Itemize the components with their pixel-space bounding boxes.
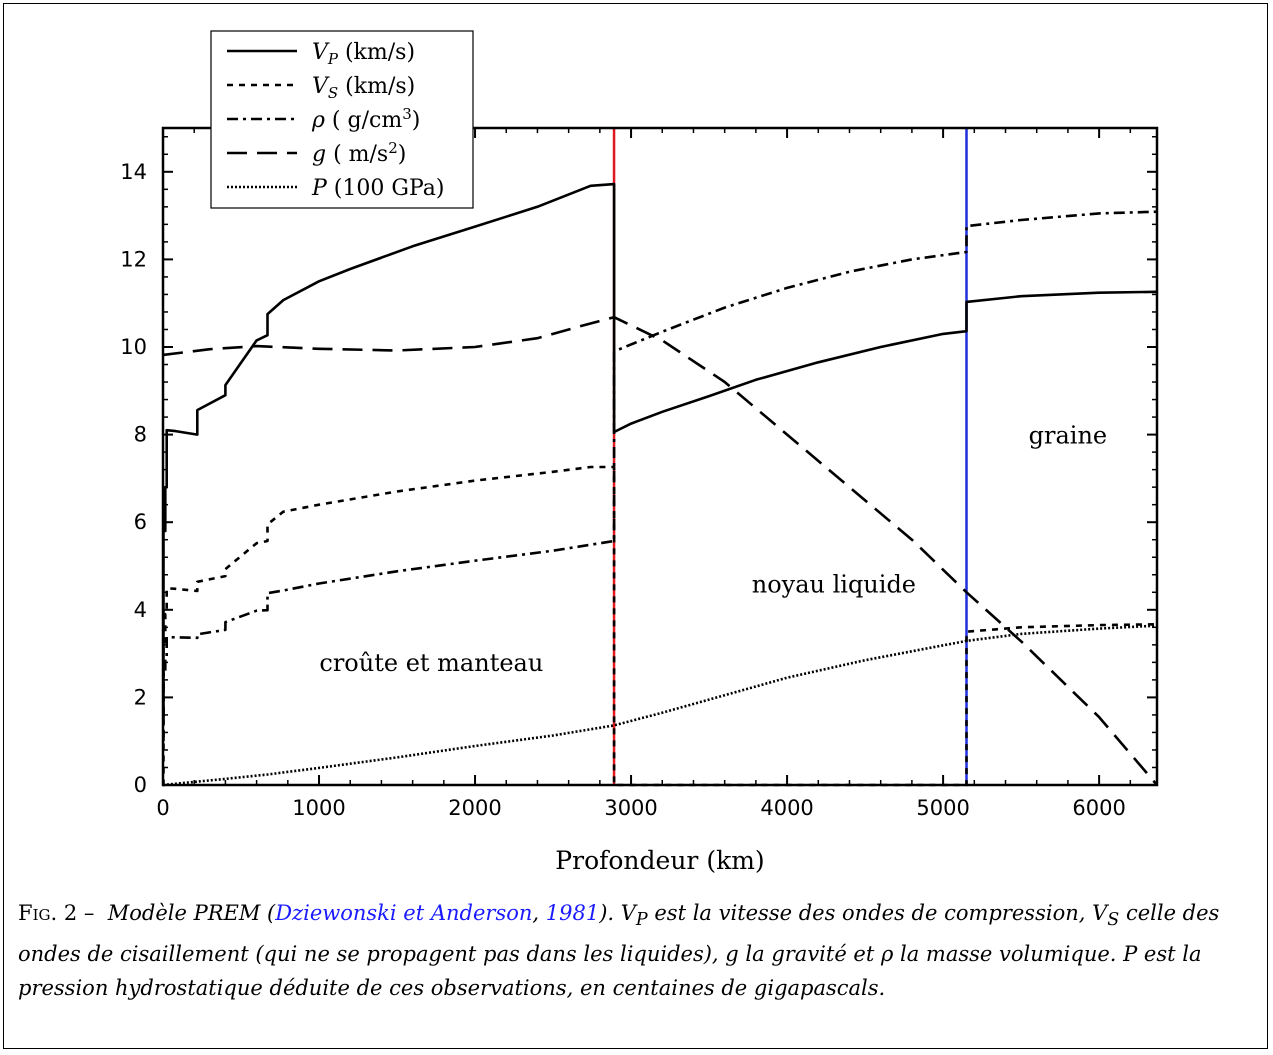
- citation-link-authors[interactable]: Dziewonski et Anderson: [275, 901, 533, 925]
- y-tick-label: 8: [134, 423, 147, 447]
- caption-text-2: ).: [599, 901, 621, 925]
- y-tick-label: 10: [120, 335, 147, 359]
- series-line-5: [162, 624, 1158, 787]
- y-tick-label: 6: [134, 510, 147, 534]
- x-tick-label: 5000: [916, 796, 969, 820]
- prem-chart: 0 1000 2000 3000 4000 5000 6000 0 2 4 6 8 10 12 14 cro…: [120, 30, 1159, 875]
- x-tick-label: 3000: [604, 796, 657, 820]
- x-tick-label: 4000: [760, 796, 813, 820]
- legend-label-1: VP (km/s): [312, 40, 415, 68]
- caption-text-4: celle des ondes de cisaillement (qui ne …: [18, 901, 1220, 1001]
- x-tick-label: 0: [156, 796, 169, 820]
- legend-label-5: P (100 GPa): [311, 176, 444, 201]
- y-tick-label: 0: [134, 773, 147, 797]
- caption-vs-symbol: V: [1092, 901, 1108, 925]
- axes-layer: [161, 126, 1159, 787]
- legend-label-4: g ( m/s2): [312, 139, 406, 167]
- series-line-4: [162, 315, 1158, 786]
- caption-vs-sub: S: [1107, 910, 1120, 931]
- caption-label: Fig. 2 –: [18, 901, 95, 925]
- region-annotation: croûte et manteau: [319, 649, 543, 677]
- series-layer: [162, 182, 1158, 787]
- legend-label-2: VS (km/s): [312, 74, 415, 102]
- region-annotation: noyau liquide: [752, 570, 916, 598]
- plot-frame: [161, 126, 1159, 787]
- caption-sep: ,: [532, 901, 546, 925]
- y-tick-label: 4: [134, 598, 147, 622]
- figure-frame: [3, 3, 1268, 1049]
- series-line-1: [162, 182, 1158, 723]
- ticks-layer: 0 1000 2000 3000 4000 5000 6000 0 2 4 6 8 10 12 14: [120, 128, 1157, 820]
- legend: VP (km/s) VS (km/s) ρ ( g/cm3) g ( m/s2) P (…: [210, 30, 474, 209]
- boundaries-layer: [612, 128, 968, 785]
- caption-vp-sub: P: [635, 910, 648, 931]
- region-annotation: graine: [1029, 421, 1107, 449]
- figure-caption: Fig. 2 – Modèle PREM (Dziewonski et Ande…: [18, 896, 1254, 1005]
- x-tick-label: 2000: [448, 796, 501, 820]
- x-axis-label: Profondeur (km): [555, 846, 764, 875]
- x-tick-label: 6000: [1072, 796, 1125, 820]
- caption-vp-symbol: V: [620, 901, 636, 925]
- caption-text-1: Modèle PREM (: [107, 901, 276, 925]
- y-tick-label: 14: [120, 160, 147, 184]
- caption-text-3: est la vitesse des ondes de compression,: [647, 901, 1093, 925]
- y-tick-label: 12: [120, 247, 147, 271]
- citation-link-year[interactable]: 1981: [545, 901, 600, 925]
- series-line-2: [162, 465, 1158, 787]
- x-tick-label: 1000: [292, 796, 345, 820]
- y-tick-label: 2: [134, 685, 147, 709]
- annotations-layer: croûte et manteau noyau liquide graine: [319, 421, 1107, 677]
- series-line-3: [162, 210, 1158, 742]
- legend-label-3: ρ ( g/cm3): [311, 105, 420, 133]
